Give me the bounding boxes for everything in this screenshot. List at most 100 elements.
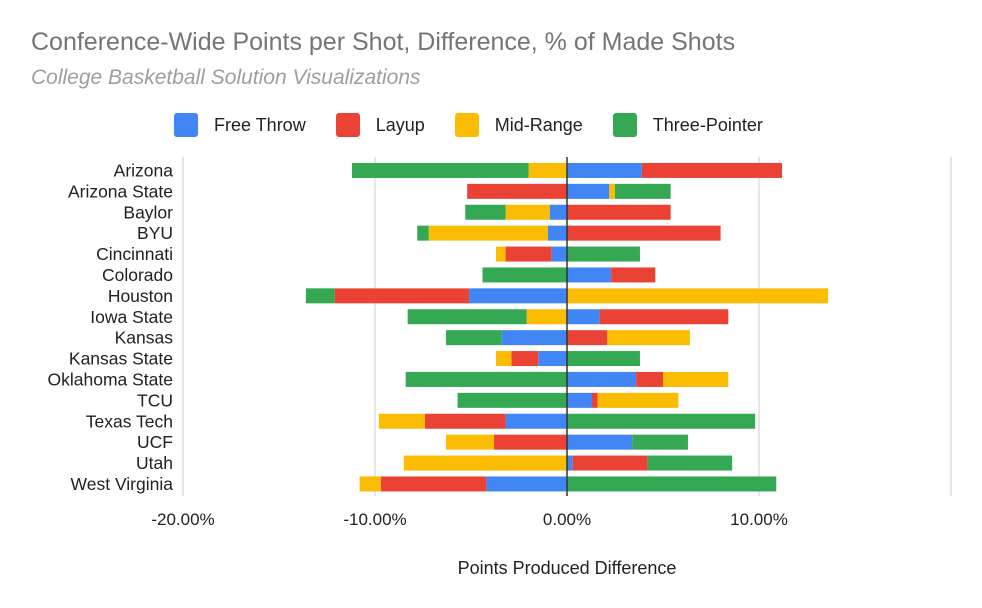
y-tick-label: Iowa State [90, 307, 173, 327]
bar-segment[interactable] [572, 455, 648, 471]
y-tick-label: Baylor [123, 202, 173, 222]
legend-swatch [174, 113, 198, 137]
bar-segment[interactable] [457, 392, 567, 408]
bar-segment[interactable] [351, 162, 529, 178]
bar-segment[interactable] [567, 183, 610, 199]
y-tick-label: West Virginia [71, 474, 174, 494]
y-tick-label: Oklahoma State [48, 369, 173, 389]
bar-segment[interactable] [505, 413, 567, 429]
chart-title: Conference-Wide Points per Shot, Differe… [31, 28, 736, 56]
bar-segment[interactable] [482, 267, 567, 283]
bar-segment[interactable] [567, 413, 756, 429]
bar-segment[interactable] [417, 225, 429, 241]
legend-label: Free Throw [214, 114, 306, 135]
bar-segment[interactable] [407, 309, 527, 325]
y-tick-label: BYU [137, 223, 173, 243]
bar-segment[interactable] [641, 162, 783, 178]
y-tick-label: Kansas State [69, 349, 173, 369]
x-tick-label: 10.00% [730, 510, 788, 529]
legend-swatch [612, 113, 637, 137]
bar-segment[interactable] [567, 330, 608, 346]
bar-segment[interactable] [528, 162, 567, 178]
bar-segment[interactable] [591, 392, 598, 408]
bar-segment[interactable] [359, 476, 381, 492]
bar-segment[interactable] [446, 434, 495, 450]
bar-segment[interactable] [495, 246, 506, 262]
bar-segment[interactable] [495, 351, 512, 367]
y-tick-label: Kansas [115, 328, 174, 348]
y-tick-label: Arizona [114, 160, 174, 180]
bar-segment[interactable] [567, 455, 573, 471]
bar-segment[interactable] [467, 183, 567, 199]
y-tick-label: TCU [137, 390, 173, 410]
bar-segment[interactable] [538, 351, 567, 367]
x-tick-label: 0.00% [543, 510, 591, 529]
bar-segment[interactable] [567, 162, 642, 178]
bar-segment[interactable] [567, 351, 640, 367]
bar-segment[interactable] [609, 183, 615, 199]
bar-segment[interactable] [551, 246, 567, 262]
y-tick-label: Colorado [102, 265, 173, 285]
gridlines [182, 157, 952, 496]
bar-segment[interactable] [567, 392, 592, 408]
legend-label: Layup [375, 114, 425, 135]
bar-segment[interactable] [549, 204, 567, 220]
bar-segment[interactable] [567, 434, 633, 450]
bar-segment[interactable] [511, 351, 539, 367]
bar-segment[interactable] [567, 288, 829, 304]
y-tick-label: Cincinnati [96, 244, 173, 264]
bar-segment[interactable] [486, 476, 567, 492]
bar-segment[interactable] [607, 330, 690, 346]
bar-segment[interactable] [446, 330, 502, 346]
legend-swatch [335, 113, 360, 137]
bar-segment[interactable] [567, 225, 721, 241]
bar-segment[interactable] [599, 309, 729, 325]
chart-subtitle: College Basketball Solution Visualizatio… [31, 66, 421, 89]
bar-segment[interactable] [405, 371, 567, 387]
bar-segment[interactable] [611, 267, 656, 283]
y-tick-label: Arizona State [68, 181, 173, 201]
bar-segment[interactable] [647, 455, 733, 471]
legend-label: Mid-Range [494, 114, 583, 135]
legend-item-free-throw[interactable]: Free Throw [174, 113, 306, 137]
bar-segment[interactable] [636, 371, 663, 387]
bar-segment[interactable] [567, 246, 640, 262]
bar-segment[interactable] [380, 476, 487, 492]
legend-item-mid-range[interactable]: Mid-Range [454, 113, 583, 137]
bar-segment[interactable] [465, 204, 506, 220]
bar-segment[interactable] [424, 413, 506, 429]
x-axis-title: Points Produced Difference [458, 558, 677, 578]
bar-segment[interactable] [632, 434, 688, 450]
bar-segment[interactable] [567, 267, 612, 283]
bar-segment[interactable] [663, 371, 729, 387]
y-tick-label: Houston [108, 286, 173, 306]
bar-segment[interactable] [567, 204, 671, 220]
legend-label: Three-Pointer [652, 114, 763, 135]
legend-item-three-pointer[interactable]: Three-Pointer [612, 113, 763, 137]
bar-segment[interactable] [615, 183, 671, 199]
bar-segment[interactable] [567, 476, 777, 492]
y-tick-label: Utah [136, 453, 173, 473]
bar-segment[interactable] [403, 455, 567, 471]
bars [305, 162, 829, 492]
x-tick-label: -20.00% [151, 510, 214, 529]
bar-segment[interactable] [597, 392, 679, 408]
bar-segment[interactable] [378, 413, 425, 429]
bar-segment[interactable] [505, 246, 552, 262]
bar-segment[interactable] [526, 309, 567, 325]
axes: -20.00% -10.00% 0.00% 10.00% ArizonaArizona … [48, 157, 788, 529]
bar-segment[interactable] [428, 225, 548, 241]
bar-segment[interactable] [505, 204, 550, 220]
y-tick-label: Texas Tech [86, 411, 173, 431]
bar-segment[interactable] [494, 434, 567, 450]
bar-segment[interactable] [501, 330, 567, 346]
bar-segment[interactable] [305, 288, 335, 304]
bar-segment[interactable] [567, 309, 600, 325]
bar-segment[interactable] [334, 288, 470, 304]
legend-item-layup[interactable]: Layup [335, 113, 425, 137]
bar-segment[interactable] [567, 371, 637, 387]
bar-segment[interactable] [469, 288, 567, 304]
legend: Free Throw Layup Mid-Range Three-Pointer [174, 112, 793, 138]
bar-segment[interactable] [547, 225, 567, 241]
